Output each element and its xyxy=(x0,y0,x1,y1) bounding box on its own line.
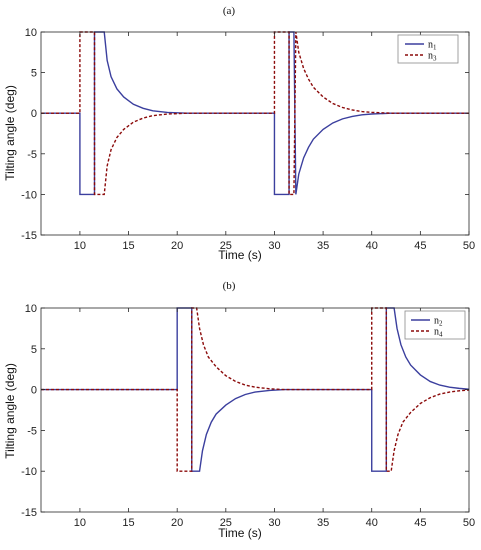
y-tick-label: -10 xyxy=(21,466,37,478)
y-tick-label: -5 xyxy=(27,425,37,437)
x-tick-label: 30 xyxy=(268,240,280,252)
panel-b-ylabel: Tilting angle (deg) xyxy=(3,363,17,459)
panel-a-legend-box xyxy=(397,34,459,64)
y-tick-label: 0 xyxy=(31,108,37,120)
x-tick-label: 20 xyxy=(171,240,183,252)
y-tick-label: 10 xyxy=(25,27,37,39)
y-tick-label: -5 xyxy=(27,149,37,161)
x-tick-label: 50 xyxy=(463,240,475,252)
x-tick-label: 45 xyxy=(414,517,426,529)
x-tick-label: 25 xyxy=(220,517,232,529)
x-tick-label: 20 xyxy=(171,517,183,529)
legend-n4-label: n4 xyxy=(434,327,443,339)
x-tick-label: 45 xyxy=(414,240,426,252)
panel-b-legend: n2 n4 xyxy=(404,310,466,340)
x-tick-label: 40 xyxy=(366,517,378,529)
panel-b-frame xyxy=(40,307,470,513)
panel-a-frame xyxy=(40,31,470,236)
y-tick-label: 5 xyxy=(31,344,37,356)
panel-a-xlabel: Time (s) xyxy=(218,248,262,262)
x-tick-label: 30 xyxy=(268,517,280,529)
legend-n2-label: n2 xyxy=(434,316,443,328)
x-tick-label: 15 xyxy=(122,517,134,529)
panel-a: (a) Tilting angle (deg) Time (s) 10 15 20 2… xyxy=(3,5,475,262)
panel-b-xlabel: Time (s) xyxy=(218,526,262,540)
panel-a-legend: n1 n3 xyxy=(397,34,459,64)
x-tick-label: 35 xyxy=(317,517,329,529)
panel-b-title: (b) xyxy=(223,280,236,292)
y-tick-label: -10 xyxy=(21,189,37,201)
x-tick-label: 10 xyxy=(74,240,86,252)
series-n1-line xyxy=(41,31,469,196)
y-tick-label: 10 xyxy=(25,303,37,315)
x-tick-label: 50 xyxy=(463,517,475,529)
x-tick-label: 40 xyxy=(366,240,378,252)
x-tick-label: 35 xyxy=(317,240,329,252)
legend-n1-label: n1 xyxy=(428,40,437,52)
panel-b-legend-box xyxy=(404,310,466,340)
x-tick-label: 25 xyxy=(220,240,232,252)
y-tick-label: -15 xyxy=(21,507,37,519)
y-tick-label: 5 xyxy=(31,68,37,80)
panel-a-title: (a) xyxy=(223,5,236,17)
panel-a-ylabel: Tilting angle (deg) xyxy=(3,85,17,181)
y-tick-label: 0 xyxy=(31,385,37,397)
panel-b: (b) Tilting angle (deg) Time (s) 10 15 20 2… xyxy=(3,280,475,540)
x-tick-label: 15 xyxy=(122,240,134,252)
x-tick-label: 10 xyxy=(74,517,86,529)
legend-n3-label: n3 xyxy=(428,51,437,63)
y-tick-label: -15 xyxy=(21,230,37,242)
